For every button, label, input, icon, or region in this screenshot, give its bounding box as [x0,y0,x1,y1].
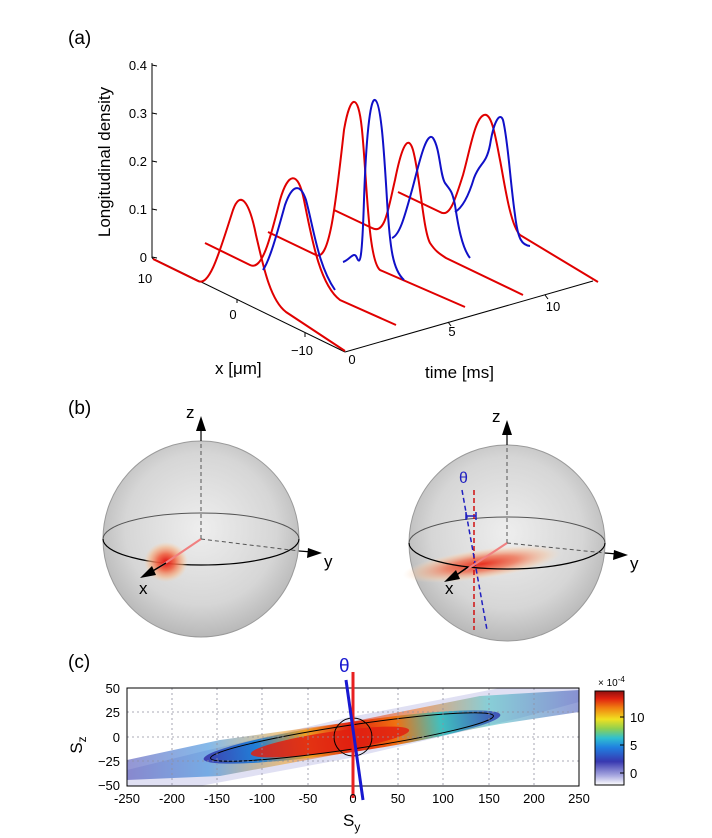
colorbar-gradient [594,690,625,786]
sy-tick-100: 100 [432,791,454,806]
time-axis [344,280,594,353]
z-arrow-right [502,420,512,435]
y-label-left: y [324,552,333,571]
sy-tick-50: 50 [391,791,405,806]
y-label-right: y [630,554,639,573]
sy-tick-200: 200 [523,791,545,806]
red-trace-t2 [204,177,397,326]
x-tick-m10: −10 [291,343,313,358]
y-arrow-right [613,550,628,560]
theta-label-c: θ [339,656,350,677]
panel-b: (b) z y x [68,398,639,642]
sz-tick-25: 25 [106,705,120,720]
panel-c: (c) θ 50 25 0 [67,652,644,834]
cb-exponent: × 10-4 [598,675,625,689]
sz-tick-m25: −25 [98,754,120,769]
blue-tilted-line-c [344,679,365,801]
red-trace-t0 [152,198,346,352]
cb-tick-5: 5 [630,738,637,753]
red-traces [152,100,599,352]
cb-tick-10: 10 [630,710,644,725]
equator-right-back [408,516,606,544]
sy-tick-m250: -250 [114,791,140,806]
z-tick-3: 0.3 [129,106,147,121]
x-tick-10: 10 [138,271,152,286]
blue-trace-t2 [262,187,336,291]
sz-ticks: 50 25 0 −25 −50 [98,681,120,793]
sy-tick-m100: -100 [249,791,275,806]
cb-exponent-base: × 10 [598,678,618,689]
panel-a: (a) 0 0.1 0.2 0.3 0.4 Longitudinal densi… [68,28,599,382]
x-tick-0: 0 [229,307,236,322]
sy-label-sub: y [354,820,360,834]
t-tick-5: 5 [448,324,455,339]
z-tick-0: 0 [140,250,147,265]
sy-axis-label: Sy [343,811,360,834]
density-ticks: 0 0.1 0.2 0.3 0.4 [129,58,158,265]
sz-tick-50: 50 [106,681,120,696]
x-label-right: x [445,579,454,598]
t-tick-0: 0 [348,352,355,367]
bloch-sphere-left: z y x [102,403,333,638]
colorbar: 0 5 10 × 10-4 [594,675,644,786]
cb-tick-0: 0 [630,766,637,781]
z-tick-4: 0.4 [129,58,147,73]
blue-trace-t4 [342,98,405,281]
sy-tick-m200: -200 [159,791,185,806]
z-tick-1: 0.1 [129,202,147,217]
equator-left-front [102,538,300,566]
sz-label-main: S [67,742,86,753]
spin-distribution-right [402,545,562,583]
panel-b-label: (b) [68,398,91,419]
x-arrow-right [444,570,460,582]
spin-vector-right [465,542,508,571]
y-arrow-left [307,548,322,558]
cb-exponent-power: -4 [618,675,626,684]
sz-tick-m50: −50 [98,778,120,793]
sy-tick-150: 150 [478,791,500,806]
sz-label-sub: z [75,736,89,742]
equator-left-back [102,512,300,540]
y-axis-left-inner [200,538,300,552]
z-label-right: z [492,407,501,426]
sz-tick-0: 0 [113,730,120,745]
panel-a-label: (a) [68,28,91,49]
svg-text:Sz: Sz [67,736,89,753]
sy-label-main: S [343,811,354,830]
z-label-left: z [186,403,195,422]
x-arrow-left [140,566,156,578]
panel-c-label: (c) [68,652,90,673]
sy-ticks: -250 -200 -150 -100 -50 0 50 100 150 200… [114,791,590,806]
y-axis-right-inner [506,542,606,554]
blue-trace-t8 [454,116,531,247]
equator-right-front [408,542,606,570]
red-trace-t8 [397,113,599,283]
z-tick-2: 0.2 [129,154,147,169]
theta-label-b: θ [459,470,468,487]
t-tick-10: 10 [546,299,560,314]
bloch-sphere-right: z y θ x [402,407,639,642]
time-axis-label: time [ms] [425,363,494,382]
sy-tick-m50: -50 [299,791,318,806]
x-label-left: x [139,579,148,598]
sy-tick-0: 0 [349,791,356,806]
blue-traces [262,98,531,291]
z-arrow-left [196,416,206,431]
x-axis-label: x [μm] [215,359,262,378]
sy-tick-m150: -150 [204,791,230,806]
sz-axis-label: Sz [67,736,89,753]
sy-tick-250: 250 [568,791,590,806]
blue-trace-t6 [391,135,471,259]
density-axis-label: Longitudinal density [95,86,114,237]
red-trace-t4 [267,100,466,308]
